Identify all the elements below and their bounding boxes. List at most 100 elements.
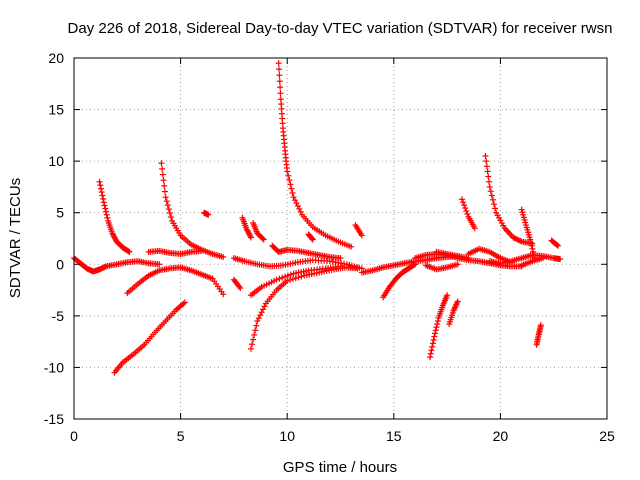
data-point bbox=[98, 189, 105, 196]
series-arc-ac bbox=[518, 206, 538, 262]
series-arc-e bbox=[124, 264, 227, 298]
data-point bbox=[434, 321, 441, 328]
data-point bbox=[260, 236, 267, 243]
data-point bbox=[486, 178, 493, 185]
data-point bbox=[289, 189, 296, 196]
series-arc-x bbox=[433, 248, 472, 262]
data-point bbox=[254, 318, 261, 325]
plot-frame bbox=[73, 57, 608, 420]
data-point bbox=[275, 60, 282, 67]
data-point bbox=[484, 168, 491, 175]
series-arc-v bbox=[446, 298, 461, 328]
data-point bbox=[255, 315, 262, 322]
series-arc-i bbox=[239, 214, 254, 241]
series-arc-y bbox=[459, 196, 478, 232]
data-point bbox=[557, 256, 564, 263]
data-point bbox=[491, 201, 498, 208]
series-arc-q bbox=[352, 222, 365, 239]
data-point bbox=[488, 192, 495, 199]
x-tick-label: 10 bbox=[279, 428, 295, 444]
data-point bbox=[540, 255, 547, 262]
data-point bbox=[159, 165, 166, 172]
y-tick-label: -15 bbox=[44, 411, 64, 427]
series-arc-o bbox=[275, 60, 355, 250]
data-point bbox=[337, 263, 344, 270]
data-point bbox=[287, 276, 294, 283]
series-arc-k bbox=[247, 264, 361, 352]
series-arc-ae bbox=[548, 237, 561, 249]
data-point bbox=[287, 271, 294, 278]
data-point bbox=[125, 248, 132, 255]
data-point bbox=[454, 298, 461, 305]
data-point bbox=[431, 333, 438, 340]
y-tick-label: -10 bbox=[44, 359, 64, 375]
series-arc-s bbox=[380, 261, 419, 301]
data-point bbox=[483, 158, 490, 165]
data-point bbox=[103, 211, 110, 218]
data-point bbox=[273, 276, 280, 283]
data-point bbox=[158, 160, 165, 167]
data-point bbox=[290, 194, 297, 201]
data-point bbox=[554, 242, 561, 249]
data-point bbox=[530, 248, 537, 255]
data-point bbox=[277, 90, 284, 97]
data-point bbox=[276, 72, 283, 79]
data-point bbox=[432, 327, 439, 334]
series-arc-a bbox=[71, 255, 163, 275]
data-point bbox=[432, 330, 439, 337]
data-point bbox=[104, 214, 111, 221]
data-point bbox=[429, 343, 436, 350]
data-point bbox=[483, 163, 490, 170]
series-arc-d bbox=[158, 160, 227, 261]
data-point bbox=[294, 203, 301, 210]
data-point bbox=[462, 205, 469, 212]
y-tick-label: 5 bbox=[56, 205, 64, 221]
data-point bbox=[249, 341, 256, 348]
data-point bbox=[198, 247, 205, 254]
data-point bbox=[284, 277, 291, 284]
x-tick-label: 20 bbox=[493, 428, 509, 444]
data-point bbox=[164, 202, 171, 209]
data-point bbox=[285, 172, 292, 179]
data-point bbox=[247, 233, 254, 240]
data-point bbox=[156, 261, 163, 268]
series-arc-m bbox=[230, 255, 365, 272]
data-point bbox=[277, 84, 284, 91]
data-point bbox=[102, 205, 109, 212]
data-point bbox=[220, 291, 227, 298]
data-point bbox=[168, 214, 175, 221]
data-point bbox=[276, 66, 283, 73]
data-point bbox=[463, 207, 470, 214]
data-point bbox=[247, 345, 254, 352]
data-point bbox=[276, 78, 283, 85]
data-point bbox=[427, 350, 434, 357]
data-point bbox=[251, 331, 258, 338]
data-point bbox=[296, 205, 303, 212]
data-point bbox=[428, 347, 435, 354]
data-point bbox=[100, 195, 107, 202]
data-point bbox=[454, 261, 461, 268]
data-point bbox=[288, 185, 295, 192]
data-point bbox=[530, 252, 537, 259]
data-point bbox=[236, 283, 243, 290]
series-arc-l bbox=[247, 263, 344, 299]
data-point bbox=[98, 185, 105, 192]
data-point bbox=[99, 192, 106, 199]
data-point bbox=[429, 340, 436, 347]
data-point bbox=[289, 276, 296, 283]
data-point bbox=[163, 198, 170, 205]
y-axis-label: SDTVAR / TECUs bbox=[7, 178, 24, 298]
data-point bbox=[253, 322, 260, 329]
series-arc-f bbox=[145, 247, 205, 257]
data-point bbox=[537, 322, 544, 329]
data-point bbox=[459, 196, 466, 203]
data-point bbox=[181, 299, 188, 306]
data-point bbox=[487, 188, 494, 195]
data-point bbox=[259, 235, 266, 242]
data-point bbox=[284, 168, 291, 175]
y-tick-label: -5 bbox=[52, 308, 65, 324]
tick-labels: 0 5 10 15 20 25 -15 -10 -5 0 5 10 15 20 bbox=[44, 50, 615, 444]
data-point bbox=[433, 324, 440, 331]
series-arc-h bbox=[230, 276, 244, 292]
